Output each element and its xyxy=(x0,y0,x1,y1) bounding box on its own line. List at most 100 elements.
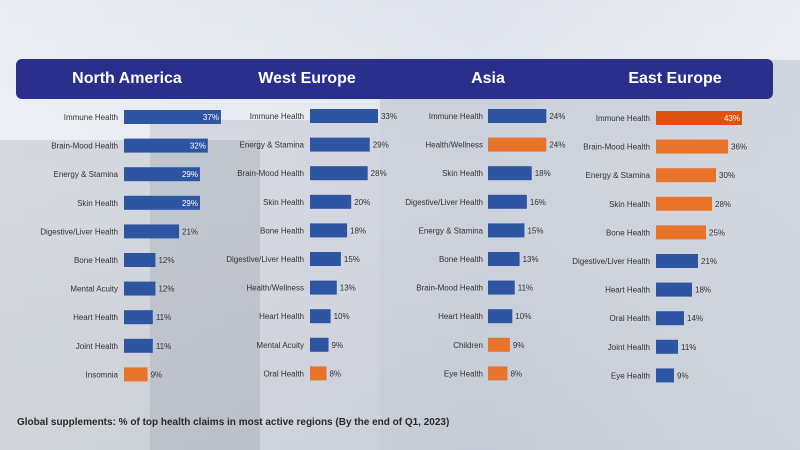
value-label: 29% xyxy=(182,199,198,208)
value-label: 15% xyxy=(344,255,360,264)
value-label: 21% xyxy=(701,257,717,266)
bar xyxy=(124,338,153,353)
value-label: 10% xyxy=(515,312,531,321)
bar xyxy=(656,254,698,268)
category-label: Bone Health xyxy=(439,255,483,264)
value-label: 25% xyxy=(709,228,725,237)
bar xyxy=(488,366,508,381)
category-label: Heart Health xyxy=(73,313,118,322)
category-label: Mental Acuity xyxy=(70,285,118,294)
chart-footnote: Global supplements: % of top health clai… xyxy=(17,417,450,428)
bar xyxy=(310,109,378,123)
category-label: Skin Health xyxy=(442,169,483,178)
category-label: Oral Health xyxy=(264,369,304,378)
chart-panel: Immune Health 37% Brain-Mood Health 32% Ener… xyxy=(40,110,221,382)
value-label: 20% xyxy=(354,198,370,207)
category-label: Joint Health xyxy=(76,342,118,351)
value-label: 37% xyxy=(203,113,219,122)
bar xyxy=(488,194,527,209)
category-label: Joint Health xyxy=(608,343,650,352)
category-label: Energy & Stamina xyxy=(419,226,484,235)
chart-panel: Immune Health 43% Brain-Mood Health 36% Ener… xyxy=(572,111,747,383)
bar xyxy=(124,310,153,325)
category-label: Immune Health xyxy=(250,112,304,121)
value-label: 11% xyxy=(156,313,171,322)
category-label: Digestive/Liver Health xyxy=(40,227,118,236)
bar xyxy=(310,252,341,266)
value-label: 12% xyxy=(158,285,174,294)
bar xyxy=(488,109,547,123)
bar xyxy=(124,167,200,182)
bar xyxy=(656,168,716,183)
category-label: Digestive/Liver Health xyxy=(572,257,650,266)
value-label: 43% xyxy=(724,114,740,123)
category-label: Energy & Stamina xyxy=(586,171,651,180)
value-label: 32% xyxy=(190,142,206,151)
bar xyxy=(124,367,148,382)
value-label: 9% xyxy=(151,370,163,379)
value-label: 18% xyxy=(695,286,711,295)
bar xyxy=(656,339,678,354)
category-label: Health/Wellness xyxy=(425,141,483,150)
bar xyxy=(310,166,368,181)
chart-panel: Immune Health 33% Energy & Stamina 29% Brain… xyxy=(226,109,397,381)
category-label: Brain-Mood Health xyxy=(583,143,650,152)
bar xyxy=(310,223,348,238)
bar xyxy=(488,252,520,266)
value-label: 21% xyxy=(182,227,198,236)
bar xyxy=(656,311,684,326)
bar xyxy=(310,366,327,381)
category-label: Skin Health xyxy=(263,198,304,207)
category-label: Skin Health xyxy=(609,200,650,209)
category-label: Skin Health xyxy=(77,199,118,208)
bar xyxy=(656,196,712,211)
category-label: Brain-Mood Health xyxy=(237,169,304,178)
category-label: Mental Acuity xyxy=(256,341,304,350)
bar xyxy=(310,280,337,295)
bar xyxy=(488,166,532,181)
value-label: 28% xyxy=(371,169,387,178)
bar xyxy=(310,194,352,209)
category-label: Health/Wellness xyxy=(246,284,304,293)
category-label: Eye Health xyxy=(611,371,650,380)
bar xyxy=(656,139,728,154)
region-title-north-america: North America xyxy=(72,70,182,87)
value-label: 16% xyxy=(530,198,546,207)
bar xyxy=(656,282,692,297)
bar xyxy=(310,137,370,152)
category-label: Children xyxy=(453,341,483,350)
value-label: 11% xyxy=(518,284,533,293)
bar xyxy=(488,137,547,152)
category-label: Heart Health xyxy=(259,312,304,321)
category-label: Brain-Mood Health xyxy=(51,142,118,151)
value-label: 29% xyxy=(182,170,198,179)
value-label: 12% xyxy=(158,256,174,265)
category-label: Heart Health xyxy=(438,312,483,321)
value-label: 18% xyxy=(535,169,551,178)
category-label: Bone Health xyxy=(74,256,118,265)
bar xyxy=(310,337,329,352)
category-label: Digestive/Liver Health xyxy=(405,198,483,207)
region-title-west-europe: West Europe xyxy=(258,70,356,87)
value-label: 13% xyxy=(340,284,356,293)
category-label: Energy & Stamina xyxy=(240,141,305,150)
bar xyxy=(488,309,513,324)
region-title-east-europe: East Europe xyxy=(628,70,722,87)
value-label: 8% xyxy=(510,369,522,378)
region-title-asia: Asia xyxy=(471,70,505,87)
bar xyxy=(488,223,525,238)
bar xyxy=(656,368,674,383)
value-label: 28% xyxy=(715,200,731,209)
bar xyxy=(310,309,331,324)
category-label: Energy & Stamina xyxy=(54,170,119,179)
region-header-bar xyxy=(16,59,773,99)
value-label: 9% xyxy=(513,341,525,350)
bar xyxy=(656,111,742,125)
category-label: Bone Health xyxy=(606,228,650,237)
category-label: Heart Health xyxy=(605,286,650,295)
bar xyxy=(124,138,208,153)
value-label: 11% xyxy=(681,343,696,352)
value-label: 33% xyxy=(381,112,397,121)
bar xyxy=(124,281,156,296)
